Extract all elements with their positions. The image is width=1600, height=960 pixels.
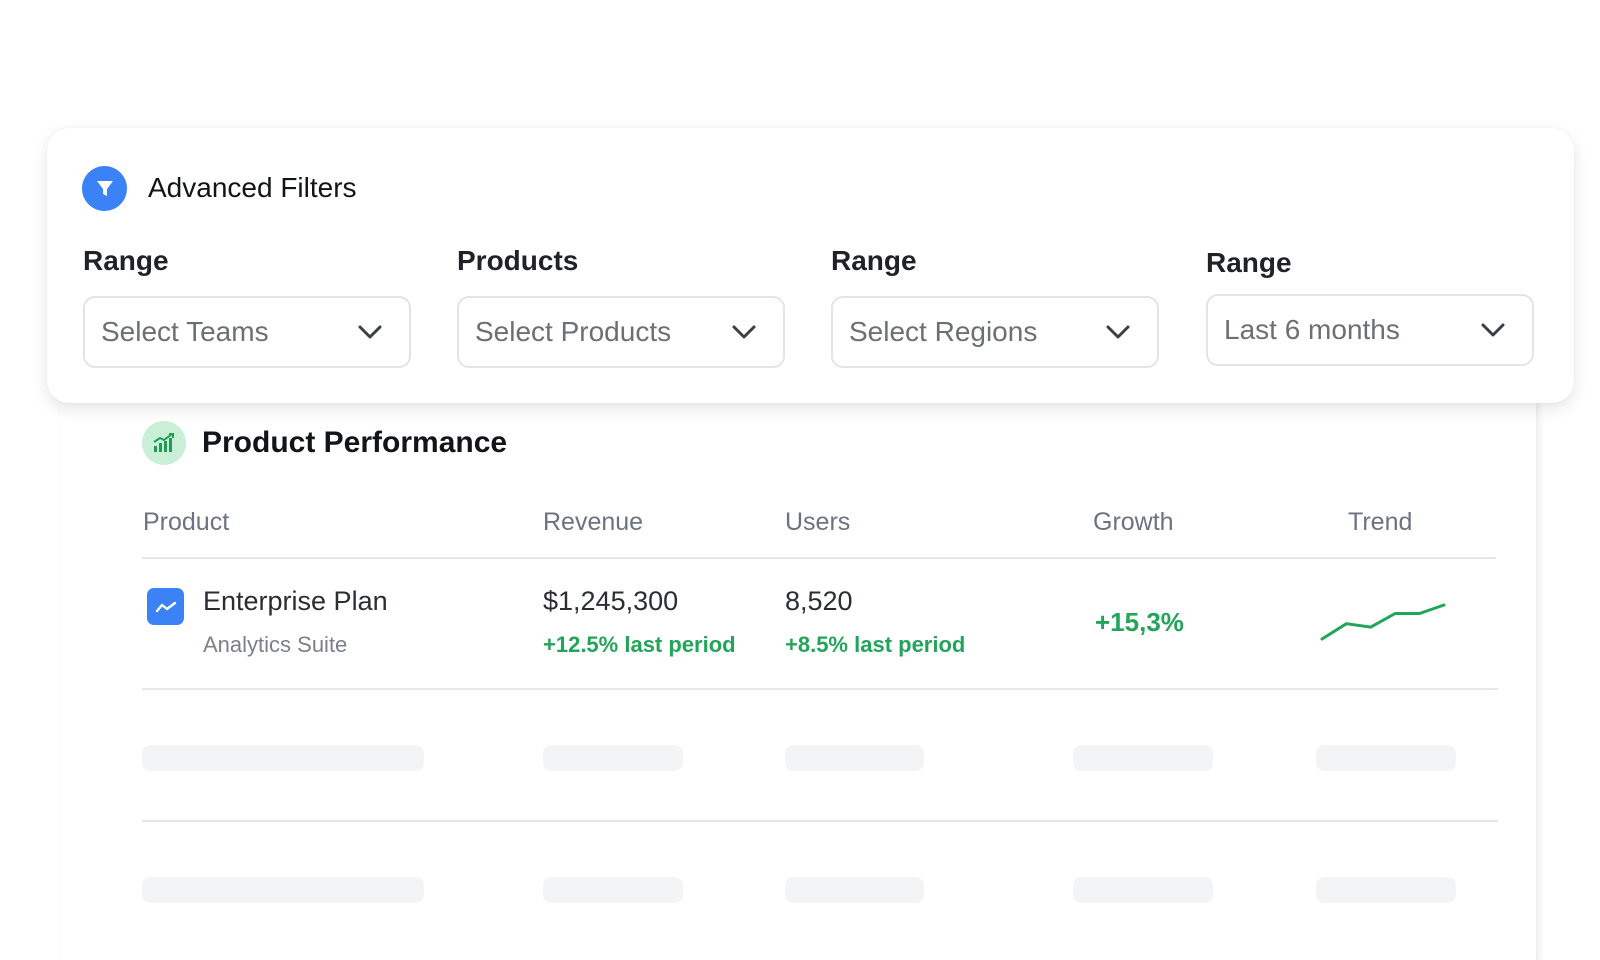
skeleton-bar [543,745,683,771]
growth-value: +15,3% [1095,607,1184,637]
row-divider [142,820,1498,822]
select-value: Last 6 months [1224,314,1400,345]
skeleton-bar [1316,877,1456,903]
column-header-growth[interactable]: Growth [1093,508,1174,536]
skeleton-bar [785,745,924,771]
filter-label-regions: Range [831,245,917,276]
select-value: Select Regions [849,316,1038,347]
performance-header: Product Performance [142,421,507,465]
skeleton-bar [142,745,424,771]
select-regions-dropdown[interactable]: Select Regions [831,296,1159,368]
trend-line [1320,603,1446,641]
filters-title: Advanced Filters [148,172,357,203]
column-header-revenue[interactable]: Revenue [543,508,644,536]
product-subtitle: Analytics Suite [203,632,348,657]
skeleton-bar [1316,745,1456,771]
skeleton-bar [1073,745,1213,771]
performance-title: Product Performance [202,426,508,459]
column-header-product[interactable]: Product [143,508,230,536]
chevron-down-icon [1481,323,1505,337]
product-name: Enterprise Plan [203,586,388,616]
select-value: Select Teams [101,316,269,347]
filters-header: Advanced Filters [82,165,357,211]
filter-icon [82,165,127,211]
skeleton-bar [543,877,683,903]
filter-label-range: Range [1206,247,1292,278]
chevron-down-icon [358,325,382,339]
skeleton-bar [785,877,924,903]
column-header-trend[interactable]: Trend [1348,508,1413,536]
column-header-users[interactable]: Users [785,508,851,536]
revenue-value: $1,245,300 [543,586,679,616]
chart-bar-icon [142,421,186,465]
select-teams-dropdown[interactable]: Select Teams [83,296,411,368]
select-value: Select Products [475,316,672,347]
skeleton-bar [142,877,424,903]
select-products-dropdown[interactable]: Select Products [457,296,785,368]
revenue-delta: +12.5% last period [543,632,736,657]
date-range-dropdown[interactable]: Last 6 months [1206,294,1534,366]
chevron-down-icon [732,325,756,339]
users-delta: +8.5% last period [785,632,966,657]
users-value: 8,520 [785,586,853,616]
filter-label-products: Products [457,245,579,276]
skeleton-bar [1073,877,1213,903]
filter-label-teams: Range [83,245,169,276]
header-divider [142,557,1496,559]
chevron-down-icon [1106,325,1130,339]
trend-sparkline [1320,603,1446,641]
trend-line-icon [147,588,184,625]
row-divider [142,688,1498,690]
